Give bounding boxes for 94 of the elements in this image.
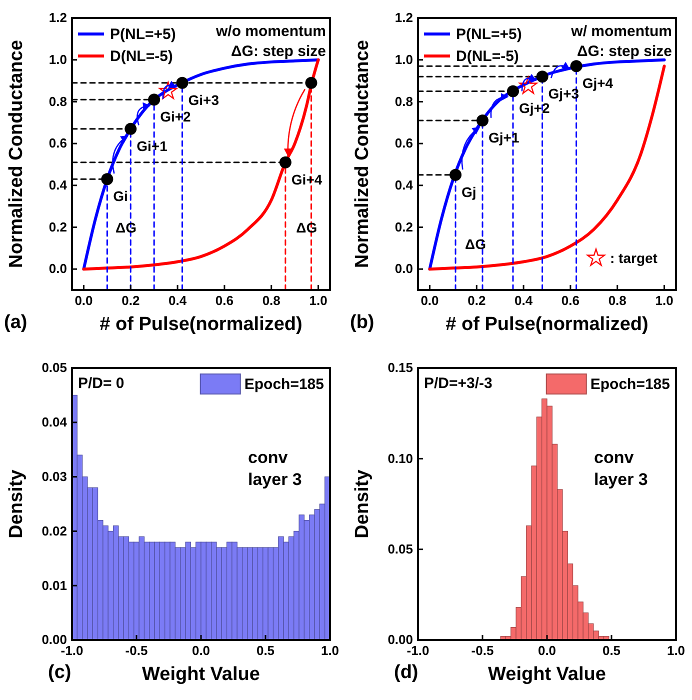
x-axis-title: # of Pulse(normalized) [446,314,648,335]
y-tick-label: 1.2 [394,10,413,26]
y-axis-title: Normalized Conductance [6,40,27,268]
x-tick-label: 0.0 [74,293,93,308]
x-tick-label: 0.6 [215,293,234,308]
annotation: w/o momentum [214,23,326,40]
point [305,76,318,89]
y-axis-title: Density [6,469,27,538]
y-tick-label: 0.0 [48,261,67,276]
y-tick-label: 0.0 [394,261,413,276]
x-tick-label: 0.5 [256,643,275,658]
y-tick-label: 0.10 [388,450,413,466]
annotation: ΔG: step size [231,43,326,60]
text: (c) [48,662,72,683]
y-tick-label: 0.4 [394,178,414,193]
y-tick-label: 0.8 [48,94,67,109]
y-tick-label: 0.05 [42,360,67,376]
y-tick-label: 0.6 [394,136,413,151]
annotation: ΔG [116,219,137,236]
y-tick-label: 0.05 [388,541,413,556]
point [124,122,137,135]
x-tick-label: 1.0 [320,643,340,658]
x-tick-label: 1.0 [666,643,686,658]
legend-label: D(NL=-5) [110,48,173,65]
y-tick-label: 1.0 [48,52,67,68]
y-tick-label: 0.02 [42,523,67,538]
y-tick-label: 1.2 [48,10,67,26]
annotation: ΔG: step size [577,43,672,60]
x-tick-label: 0.8 [608,293,626,308]
y-tick-label: 0.15 [388,360,413,376]
y-tick-label: 0.2 [394,219,413,234]
y-tick-label: 0.04 [42,414,68,430]
x-axis-title: Weight Value [488,664,606,685]
legend-label: : target [610,250,658,266]
x-tick-label: -0.5 [125,643,148,658]
legend-label: P(NL=+5) [110,26,176,43]
point [101,173,114,186]
point [176,76,188,89]
text: (b) [350,312,374,333]
annotation: Gj+1 [488,130,520,146]
y-tick-label: 0.2 [48,219,67,234]
y-tick-label: 0.6 [48,136,67,151]
annotation: Gj+2 [518,100,550,116]
y-axis-title: Normalized Conductance [352,40,373,268]
y-axis-title: Density [352,469,373,538]
x-tick-label: 0.4 [168,293,188,308]
point [476,114,488,127]
annotation: Gj [462,184,476,200]
point [506,85,519,98]
annotation: Gj+4 [582,75,614,92]
x-tick-label: 0.0 [420,293,439,308]
point [450,168,462,181]
annotation: ΔG [465,236,486,252]
point [159,82,178,100]
annotation: Gi+4 [291,171,322,188]
annotation: P/D= 0 [78,375,124,392]
x-tick-label: 1.0 [655,293,674,308]
x-tick-label: 0.5 [602,643,621,658]
text: (d) [394,662,418,683]
legend-label: Epoch=185 [244,376,324,393]
x-tick-label: 0.0 [192,643,210,658]
legend-label: P(NL=+5) [456,26,522,43]
y-tick-label: 0.01 [42,578,67,593]
point [570,60,582,72]
annotation: Gi+1 [136,138,168,154]
y-tick-label: 1.0 [394,52,413,68]
annotation: Gi+2 [160,108,192,125]
y-tick-label: 0.8 [394,94,413,109]
x-axis-title: # of Pulse(normalized) [100,314,302,335]
x-tick-label: 0.4 [514,293,534,308]
annotation: Gi+3 [188,92,220,108]
x-tick-label: 0.2 [122,293,140,308]
y-tick-label: 0.4 [48,178,68,193]
x-tick-label: 1.0 [309,293,328,308]
annotation: w/ momentum [570,23,672,40]
annotation: Gi [113,188,128,204]
legend-label: Epoch=185 [590,376,670,393]
x-tick-label: 0.0 [538,643,556,658]
x-tick-label: 0.8 [262,293,280,308]
x-tick-label: 0.2 [468,293,486,308]
x-axis-title: Weight Value [142,664,260,685]
annotation: ΔG [296,219,318,236]
x-tick-label: -0.5 [471,643,494,658]
x-tick-label: 0.6 [561,293,580,308]
legend-label: D(NL=-5) [456,48,519,65]
point [536,70,548,83]
annotation: conv layer 3 [594,448,648,489]
annotation: conv layer 3 [248,448,302,489]
point [148,94,160,106]
text: (a) [4,312,28,333]
y-tick-label: 0.03 [42,468,67,484]
point [279,156,292,168]
annotation: Gj+3 [548,86,580,102]
annotation: P/D=+3/-3 [424,375,492,392]
